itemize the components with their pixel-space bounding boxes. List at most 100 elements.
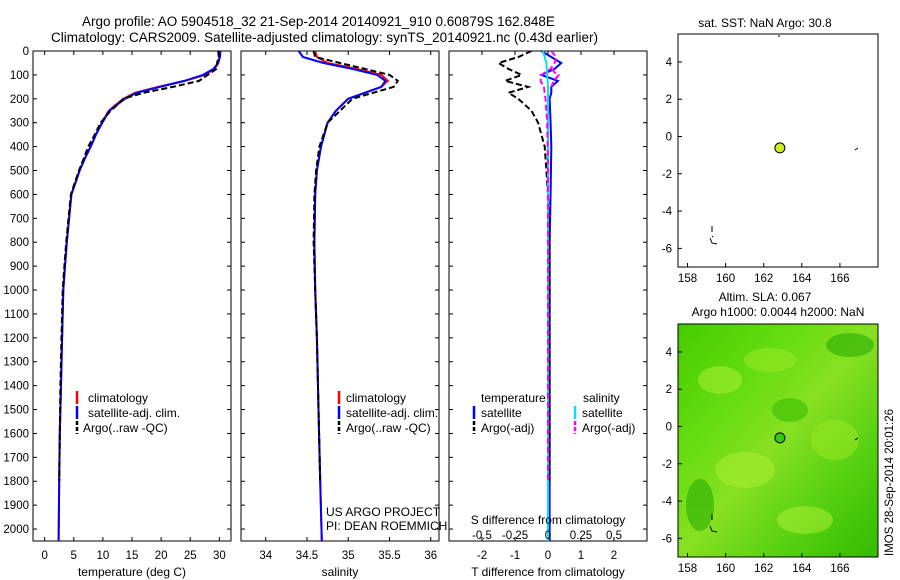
sla-map-ticks: 158 160 162 164 166 4 2 0 -2 -4 -6 bbox=[662, 347, 850, 575]
difference-lines bbox=[496, 51, 563, 541]
temperature-xlabel: temperature (deg C) bbox=[78, 565, 186, 579]
temperature-panel: 0100200300400500600700800900100011001200… bbox=[3, 46, 232, 579]
series-line-2 bbox=[58, 51, 220, 482]
x-tick-label: 158 bbox=[678, 563, 697, 575]
y-tick-label: 600 bbox=[10, 189, 29, 201]
salinity-panel: 34 34.5 35 35.5 36 salinity climatology sate… bbox=[240, 50, 447, 579]
x-tick-label: 15 bbox=[126, 550, 139, 562]
y-tick-label: 1300 bbox=[3, 357, 29, 369]
temperature-legend: climatology satellite-adj. clim. Argo(..… bbox=[75, 391, 180, 435]
y-tick-label: 1800 bbox=[3, 476, 29, 488]
legend-label-satellite: satellite-adj. clim. bbox=[346, 406, 438, 420]
sst-map-title: sat. SST: NaN Argo: 30.8 bbox=[698, 16, 832, 30]
y-tick-label: 700 bbox=[10, 213, 29, 225]
footer-project: US ARGO PROJECT bbox=[326, 505, 441, 519]
x-tick-label: 30 bbox=[213, 550, 226, 562]
sla-map-texture bbox=[686, 333, 874, 534]
y-tick-label: 2 bbox=[666, 94, 672, 106]
sla-blob bbox=[811, 420, 859, 460]
x-tick-label: 0 bbox=[41, 550, 47, 562]
y-tick-label: 1100 bbox=[4, 309, 29, 321]
x-tick-label: 2 bbox=[611, 550, 617, 562]
x-tick-label: 10 bbox=[96, 550, 109, 562]
x-tick-label: 160 bbox=[716, 273, 735, 285]
y-tick-label: 2 bbox=[666, 384, 672, 396]
y-tick-label: 1200 bbox=[3, 333, 29, 345]
sla-blob bbox=[826, 333, 874, 357]
argo-location-marker bbox=[774, 432, 786, 444]
sla-blob bbox=[772, 398, 808, 422]
legend-label-satellite: satellite-adj. clim. bbox=[88, 406, 180, 420]
difference-legend: temperature salinity satellite Argo(-adj… bbox=[472, 391, 635, 435]
y-tick-label: 800 bbox=[10, 237, 29, 249]
x-tick-label: 158 bbox=[678, 273, 697, 285]
x-tick-label: 35.5 bbox=[378, 550, 400, 562]
x-tick-label: 25 bbox=[184, 550, 197, 562]
s-tick-label: -0.25 bbox=[502, 530, 528, 542]
x-tick-label: 162 bbox=[754, 273, 773, 285]
y-tick-label: 1600 bbox=[3, 428, 29, 440]
y-tick-label: 4 bbox=[666, 57, 673, 69]
series-line-2 bbox=[542, 51, 549, 541]
y-tick-label: 1900 bbox=[3, 500, 29, 512]
y-tick-label: -2 bbox=[662, 459, 672, 471]
header-line1: Argo profile: AO 5904518_32 21-Sep-2014 … bbox=[82, 14, 555, 29]
x-tick-label: 166 bbox=[830, 273, 849, 285]
series-line-1 bbox=[496, 51, 551, 482]
sla-map-title-2: Argo h1000: 0.0044 h2000: NaN bbox=[692, 305, 865, 319]
difference-s-label: S difference from climatology bbox=[471, 513, 626, 527]
y-tick-label: 0 bbox=[666, 422, 672, 434]
difference-s-ticks: -0.5 -0.25 0 0.25 0.5 bbox=[472, 530, 622, 542]
series-line-1 bbox=[297, 51, 387, 541]
sst-map-ticks: 158 160 162 164 166 4 2 0 -2 -4 -6 bbox=[662, 57, 850, 285]
salinity-xlabel: salinity bbox=[322, 565, 359, 579]
x-tick-label: -2 bbox=[477, 550, 487, 562]
salinity-lines bbox=[297, 51, 400, 541]
y-tick-label: 1700 bbox=[3, 452, 29, 464]
sla-blob bbox=[744, 348, 796, 372]
temperature-ticks: 0100200300400500600700800900100011001200… bbox=[3, 46, 231, 562]
temperature-axes bbox=[32, 50, 232, 542]
sla-map-title-1: Altim. SLA: 0.067 bbox=[719, 290, 812, 304]
legend-label-argo: Argo(..raw -QC) bbox=[346, 421, 431, 435]
y-tick-label: 900 bbox=[10, 261, 29, 273]
y-tick-label: 0 bbox=[666, 132, 672, 144]
x-tick-label: 164 bbox=[792, 273, 812, 285]
x-tick-label: 34 bbox=[259, 550, 272, 562]
legend-label-s-satellite: satellite bbox=[582, 406, 623, 420]
x-tick-label: 164 bbox=[792, 563, 812, 575]
x-tick-label: 36 bbox=[424, 550, 437, 562]
x-tick-label: 1 bbox=[578, 550, 584, 562]
s-tick-label: 0 bbox=[545, 530, 551, 542]
y-tick-label: 400 bbox=[10, 142, 29, 154]
y-tick-label: 100 bbox=[10, 70, 29, 82]
legend-label-s-argo: Argo(-adj) bbox=[582, 421, 635, 435]
legend-label-argo: Argo(..raw -QC) bbox=[83, 421, 168, 435]
x-tick-label: 162 bbox=[754, 563, 773, 575]
legend-label-climatology: climatology bbox=[346, 391, 406, 405]
argo-location-marker bbox=[774, 142, 786, 154]
sst-map-panel: sat. SST: NaN Argo: 30.8 158 160 162 164 166… bbox=[662, 16, 879, 285]
legend-label-t-argo: Argo(-adj) bbox=[481, 421, 534, 435]
series-line-4 bbox=[550, 68, 561, 88]
x-tick-label: 166 bbox=[830, 563, 849, 575]
y-tick-label: 300 bbox=[10, 118, 29, 130]
x-tick-label: 5 bbox=[71, 550, 77, 562]
salinity-axes bbox=[240, 50, 440, 542]
sla-blob bbox=[777, 506, 833, 534]
legend-salinity-title: salinity bbox=[583, 391, 620, 405]
sla-blob bbox=[698, 366, 742, 394]
difference-xlabel: T difference from climatology bbox=[471, 565, 625, 579]
y-tick-label: 1400 bbox=[3, 381, 29, 393]
y-tick-label: -6 bbox=[662, 533, 672, 545]
series-line-2 bbox=[312, 51, 400, 482]
y-tick-label: 500 bbox=[10, 166, 29, 178]
s-tick-label: -0.5 bbox=[472, 530, 492, 542]
y-tick-label: 4 bbox=[666, 347, 673, 359]
coastline bbox=[709, 35, 859, 245]
x-tick-label: 35 bbox=[342, 550, 355, 562]
difference-panel: -2 -1 0 1 2 T difference from climatology S … bbox=[448, 50, 648, 579]
salinity-legend: climatology satellite-adj. clim. Argo(..… bbox=[337, 391, 438, 435]
y-tick-label: -4 bbox=[662, 496, 673, 508]
